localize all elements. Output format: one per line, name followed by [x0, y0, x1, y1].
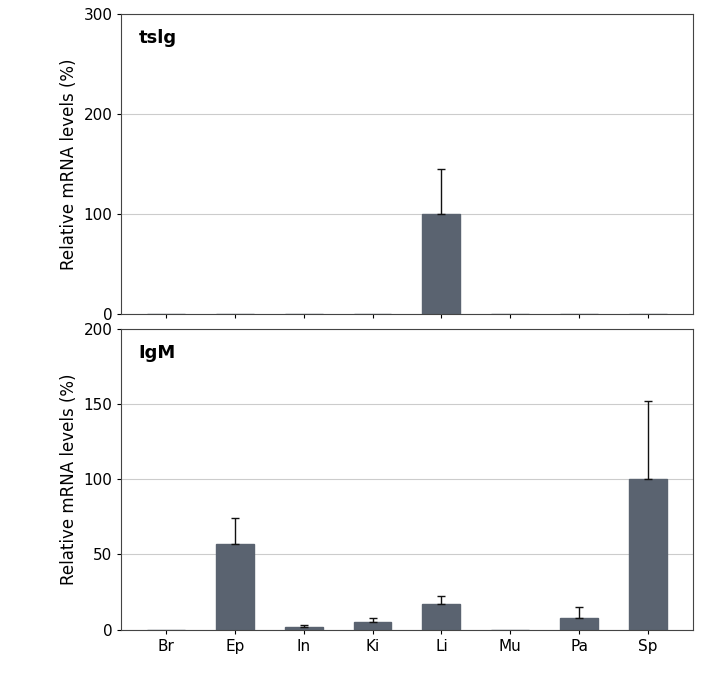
- Bar: [629, 480, 667, 630]
- Y-axis label: Relative mRNA levels (%): Relative mRNA levels (%): [60, 58, 78, 270]
- Bar: [216, 544, 254, 630]
- Bar: [423, 214, 461, 314]
- Bar: [353, 622, 391, 630]
- Bar: [423, 604, 461, 630]
- Bar: [560, 618, 598, 630]
- Y-axis label: Relative mRNA levels (%): Relative mRNA levels (%): [60, 374, 78, 585]
- Text: IgM: IgM: [139, 344, 176, 362]
- Text: tslg: tslg: [139, 29, 176, 47]
- Bar: [285, 627, 323, 630]
